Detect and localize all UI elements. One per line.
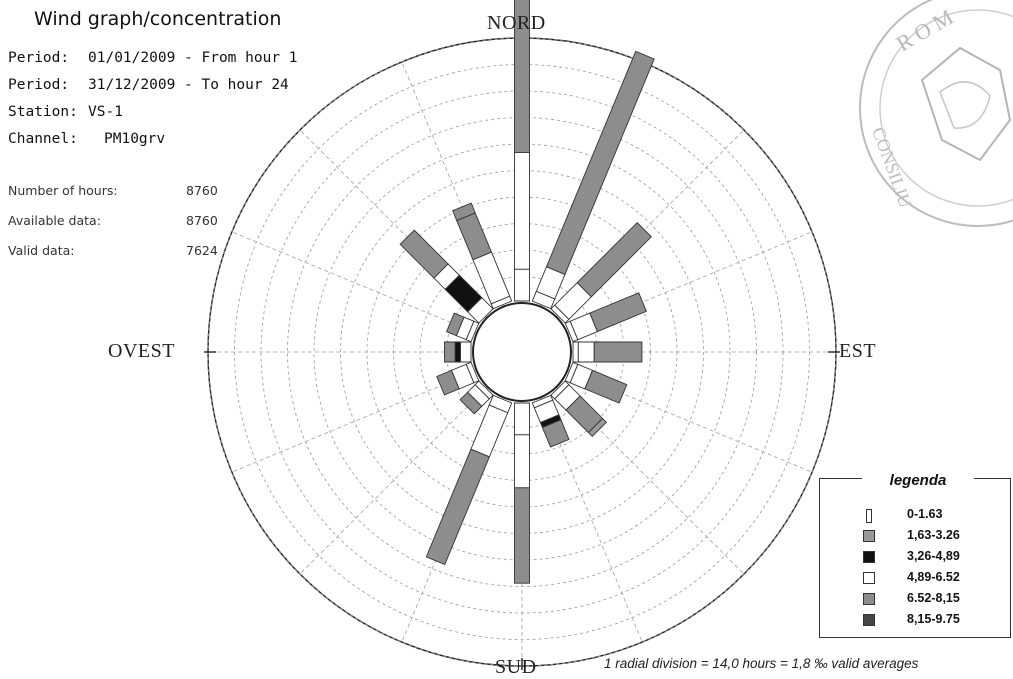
period-start: Period: 01/01/2009 - From hour 1	[8, 50, 298, 66]
petal-segment	[584, 369, 628, 404]
direction-north: NORD	[487, 12, 546, 34]
petal-segment	[577, 341, 595, 363]
legend-label: 8,15-9.75	[907, 612, 960, 626]
legend-label: 3,26-4,89	[907, 549, 960, 563]
petal-segment	[514, 402, 530, 436]
legend-item: 1,63-3.26	[819, 527, 1009, 545]
legend-swatch	[863, 614, 875, 626]
petal-segment	[541, 419, 570, 448]
petal-segment	[545, 50, 655, 276]
petal-segment	[459, 341, 472, 363]
petal-segment	[514, 152, 530, 270]
svg-text:R O M: R O M	[892, 4, 957, 56]
petal-segment	[514, 268, 530, 302]
legend-item: 4,89-6.52	[819, 569, 1009, 587]
legend-item: 3,26-4,89	[819, 548, 1009, 566]
stat-available-value: 8760	[186, 213, 218, 228]
period-start-label: Period:	[8, 50, 70, 66]
petal-segment	[454, 341, 461, 363]
period-end: Period: 31/12/2009 - To hour 24	[8, 77, 289, 93]
period-end-value: 31/12/2009 - To hour 24	[88, 77, 289, 93]
channel-label: Channel:	[8, 131, 78, 147]
legend-swatch	[866, 509, 872, 523]
legend-item: 8,15-9.75	[819, 611, 1009, 629]
legend-box	[819, 478, 1011, 638]
petal-segment	[514, 0, 530, 154]
legend-rows: 0-1.63 1,63-3.26 3,26-4,89 4,89-6.52 6.52-8,…	[819, 506, 1009, 634]
stamp-seal-icon: R O M CONSILIU	[859, 0, 1013, 227]
legend-label: 0-1.63	[907, 507, 943, 521]
direction-east: EST	[839, 340, 877, 362]
legend-label: 6.52-8,15	[907, 591, 960, 605]
radial-spoke	[231, 231, 477, 334]
station-value: VS-1	[88, 104, 123, 120]
petal-segment	[425, 448, 490, 566]
petal-segment	[399, 229, 449, 279]
petal-segment	[514, 434, 530, 489]
petal-segment	[589, 292, 647, 333]
radial-spoke	[299, 386, 488, 575]
petal-segment	[436, 369, 460, 396]
period-end-label: Period:	[8, 77, 70, 93]
legend-swatch	[863, 530, 875, 542]
petal-segment	[576, 222, 652, 298]
petal-segment	[459, 391, 483, 415]
stat-hours-value: 8760	[186, 183, 218, 198]
stat-valid-value: 7624	[186, 243, 218, 258]
petal-segment	[572, 341, 579, 363]
direction-south: SUD	[495, 656, 537, 678]
legend-title: legenda	[862, 472, 974, 489]
legend-swatch	[863, 572, 875, 584]
station-label: Station:	[8, 104, 78, 120]
legend-item: 0-1.63	[819, 506, 1009, 524]
petal-segment	[445, 312, 465, 337]
station: Station: VS-1	[8, 104, 123, 120]
petal-segment	[593, 341, 643, 363]
legend-label: 4,89-6.52	[907, 570, 960, 584]
stat-available-label: Available data:	[8, 213, 101, 228]
channel-value: PM10grv	[104, 131, 166, 147]
stat-hours-label: Number of hours:	[8, 183, 118, 198]
stat-valid: Valid data: 7624	[8, 243, 218, 258]
petal-segment	[514, 487, 530, 584]
direction-west: OVEST	[108, 340, 175, 362]
radial-spoke	[231, 370, 477, 473]
channel: Channel: PM10grv	[8, 131, 165, 147]
legend-swatch	[863, 551, 875, 563]
calm-circle	[472, 302, 572, 402]
petal-segment	[587, 417, 607, 437]
petal-segment	[444, 341, 456, 363]
chart-title: Wind graph/concentration	[34, 8, 282, 30]
legend-item: 6.52-8,15	[819, 590, 1009, 608]
petal-segment	[452, 202, 476, 222]
petal-segment	[456, 212, 493, 261]
stat-available: Available data: 8760	[8, 213, 218, 228]
legend-label: 1,63-3.26	[907, 528, 960, 542]
petal-segment	[470, 404, 509, 458]
scale-note: 1 radial division = 14,0 hours = 1,8 ‰ v…	[604, 656, 919, 671]
period-start-value: 01/01/2009 - From hour 1	[88, 50, 298, 66]
legend-swatch	[863, 593, 875, 605]
stat-valid-label: Valid data:	[8, 243, 75, 258]
stat-hours: Number of hours: 8760	[8, 183, 218, 198]
